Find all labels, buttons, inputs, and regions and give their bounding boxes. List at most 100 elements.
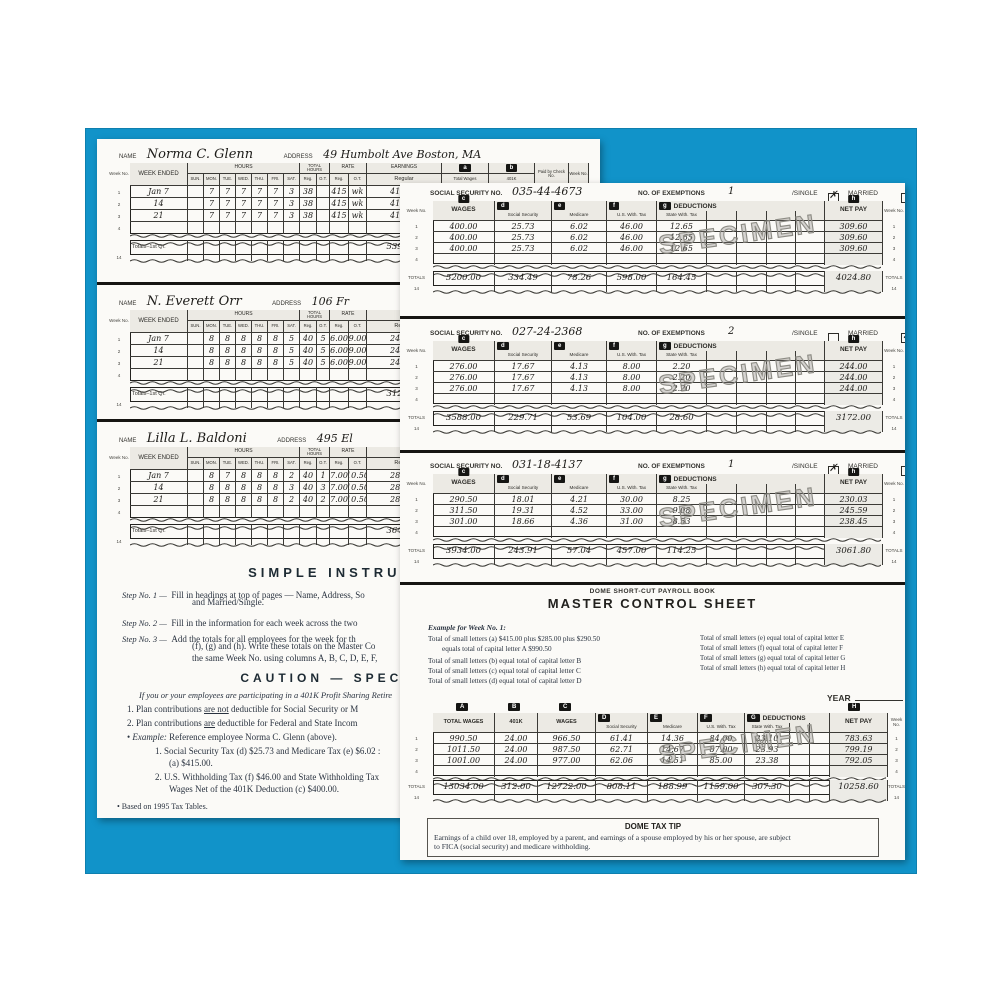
table-cell: 4.13 [552, 361, 607, 372]
tag-H-chip: H [848, 703, 861, 711]
table-cell: 4 [892, 257, 896, 262]
table-cell [825, 527, 883, 538]
table-cell [790, 766, 810, 777]
table-cell: 783.63 [830, 733, 888, 744]
table-cell: 30.00 [607, 494, 657, 505]
table-cell: 8 [204, 494, 220, 506]
name-label: NAME [119, 154, 137, 160]
reg-header: Reg. [300, 174, 317, 186]
table-cell [130, 369, 188, 381]
exemptions-label: NO. OF EXEMPTIONS [638, 330, 705, 337]
day-header: THU. [252, 458, 268, 470]
table-row: 14 14 [400, 284, 905, 292]
table-cell [707, 284, 737, 292]
wages-table: Week No. c WAGES d e f g DEDUCTIONS Soci… [400, 468, 905, 568]
table-cell [317, 387, 330, 400]
table-cell: 4.52 [552, 505, 607, 516]
table-cell [252, 369, 268, 381]
table-cell [330, 400, 349, 408]
table-cell: 276.00 [433, 383, 495, 394]
tag-a-chip: a [459, 164, 471, 172]
table-cell: 24.00 [495, 755, 538, 766]
week-rows: 1 276.00 17.67 4.13 8.00 2.20 244.00 1 2 276.00 17… [400, 361, 905, 394]
table-cell: 2 [415, 747, 418, 752]
table-cell: 40 [300, 333, 317, 345]
table-cell: 1 [117, 336, 121, 342]
table-cell: 57.04 [552, 544, 607, 557]
name-label: NAME [119, 438, 137, 444]
card-divider [97, 282, 600, 285]
tag-c-chip: c [457, 195, 470, 203]
table-cell: 400.00 [433, 221, 495, 232]
table-cell: 14 [891, 285, 897, 291]
table-cell: 1 [892, 364, 896, 369]
table-cell [796, 383, 825, 394]
table-cell [317, 537, 330, 545]
ssn-row: SOCIAL SECURITY NO. 027-24-2368 NO. OF E… [400, 325, 905, 343]
table-cell: 8 [204, 482, 220, 494]
ssn-label: SOCIAL SECURITY NO. [430, 190, 503, 197]
table-cell: 8 [268, 482, 284, 494]
step-label: Step No. 2 — [122, 618, 167, 628]
name-row: NAME Norma C. Glenn ADDRESS 49 Humbolt A… [119, 145, 481, 162]
table-cell [330, 253, 349, 261]
tag-c-chip: c [457, 468, 470, 476]
tag-e-chip: e [554, 475, 566, 483]
table-cell: 3 [117, 497, 121, 503]
item-text: deductible for Federal and State Incom [215, 718, 358, 728]
table-cell [188, 494, 204, 506]
week-ended-header: WEEK ENDED [130, 447, 188, 470]
table-cell [236, 253, 252, 261]
master-example-line: equals total of capital letter A $990.50 [442, 645, 552, 653]
table-cell [607, 254, 657, 265]
table-cell [130, 400, 188, 408]
table-cell: 8.53 [657, 516, 707, 527]
table-cell: 8 [220, 357, 236, 369]
day-header: THU. [252, 174, 268, 186]
table-cell [737, 557, 767, 565]
table-cell [300, 222, 317, 234]
table-cell [830, 766, 888, 777]
item-text: (a) $415.00. [169, 758, 213, 768]
table-cell: TOTALS [888, 784, 905, 789]
social-security-header: Social Security [495, 211, 552, 221]
table-cell: 12.65 [657, 232, 707, 243]
table-cell: 8 [204, 345, 220, 357]
table-cell [810, 780, 830, 793]
table-cell: 12.65 [657, 221, 707, 232]
table-cell: 8 [204, 470, 220, 482]
table-cell [330, 506, 349, 518]
step-1: Step No. 1 — Fill in headings at top of … [122, 585, 365, 603]
day-header: SAT. [284, 174, 300, 186]
table-cell [657, 527, 707, 538]
table-cell [188, 387, 204, 400]
table-cell: 14 [116, 538, 122, 544]
step-2: Step No. 2 — Fill in the information for… [122, 613, 358, 631]
table-cell [317, 400, 330, 408]
table-cell [433, 527, 495, 538]
table-cell [767, 505, 796, 516]
table-cell: 7 [220, 210, 236, 222]
table-cell: 7 [268, 186, 284, 198]
day-header: SAT. [284, 321, 300, 333]
table-cell [552, 394, 607, 405]
table-cell [745, 766, 790, 777]
example-label: Example: [132, 732, 167, 742]
table-cell: 7 [236, 186, 252, 198]
example-item-1: 1. Social Security Tax (d) $25.73 and Me… [155, 746, 380, 756]
wages-header-label: WAGES [451, 346, 476, 354]
item-underlined: are not [204, 704, 229, 714]
table-cell [825, 394, 883, 405]
partial-row-14: 14 14 [400, 793, 905, 801]
table-cell: 8 [252, 357, 268, 369]
net-pay-header: h NET PAY [825, 335, 883, 361]
table-cell [495, 284, 552, 292]
table-cell [737, 394, 767, 405]
tax-tip-title: DOME TAX TIP [624, 822, 682, 831]
table-cell: 7 [204, 186, 220, 198]
medicare-header: Medicare [552, 484, 607, 494]
medicare-header: Medicare [648, 723, 698, 733]
address-label: ADDRESS [283, 154, 313, 160]
example-line: • Example: Reference employee Norma C. G… [127, 732, 337, 742]
